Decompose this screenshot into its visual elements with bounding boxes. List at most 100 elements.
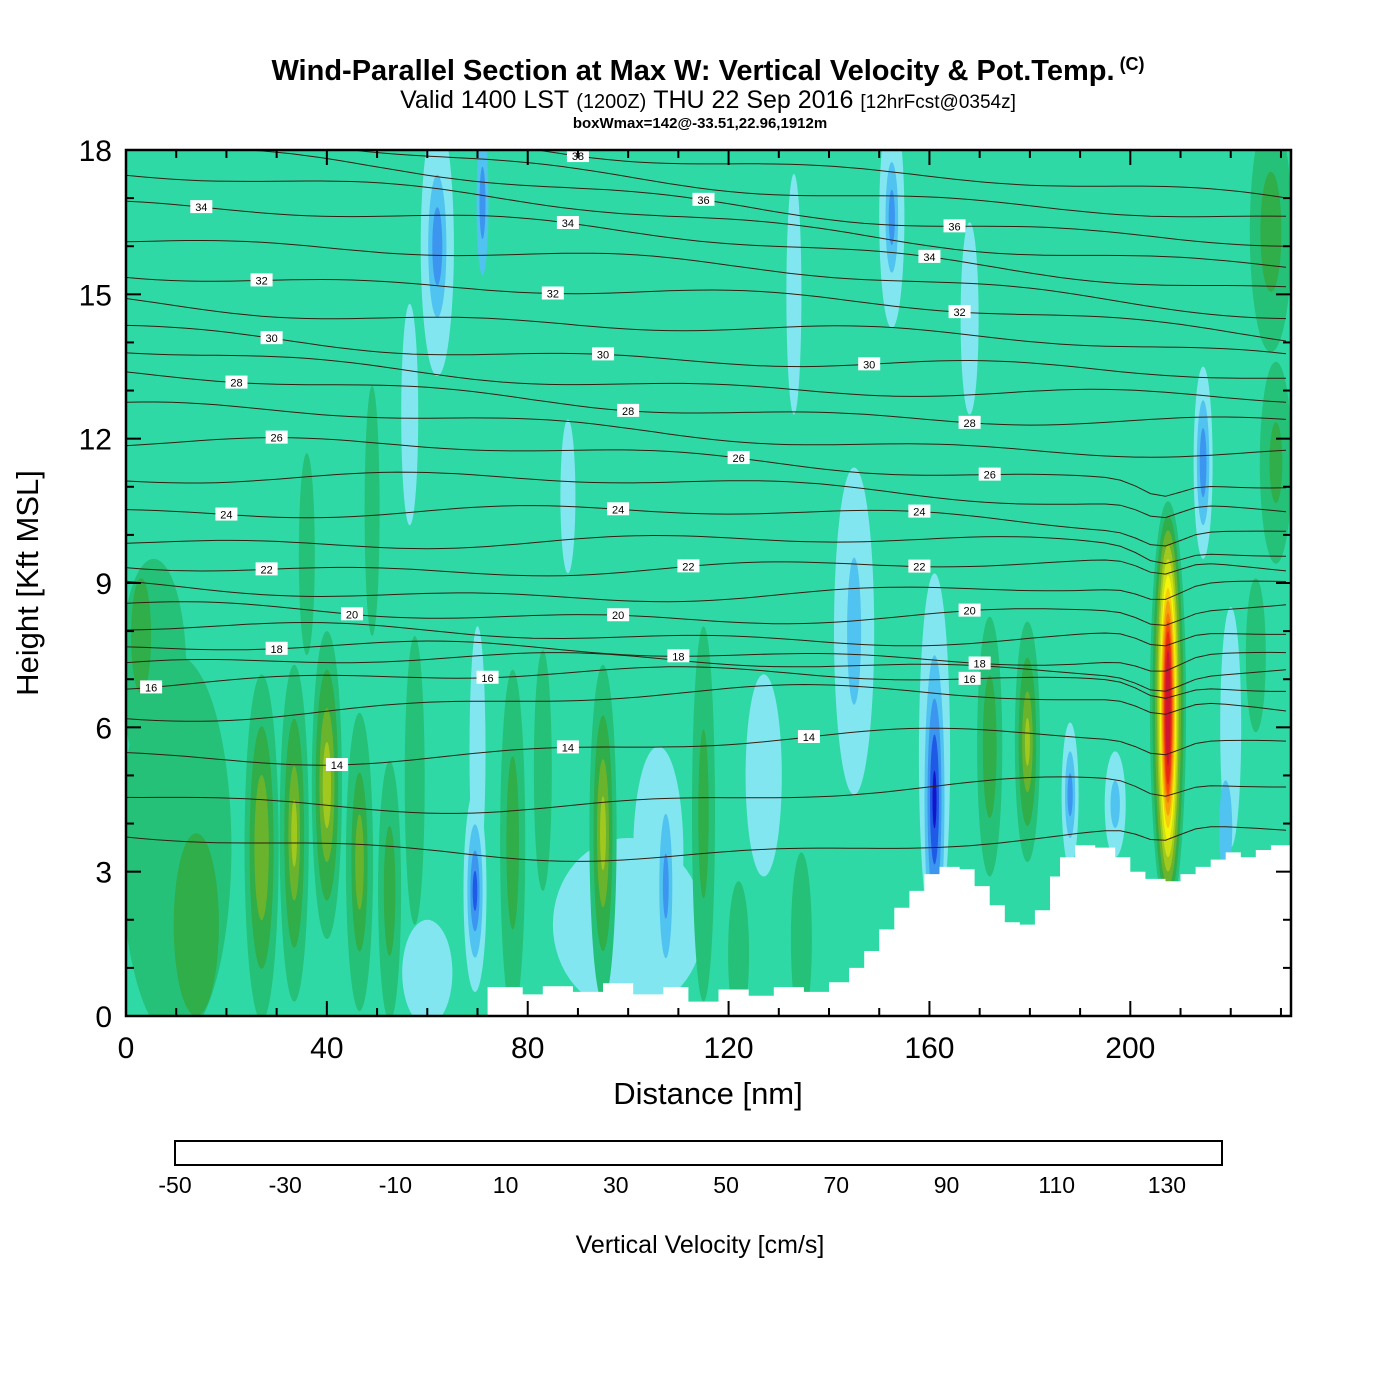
forecast-info: [12hrFcst@0354z]: [860, 92, 1016, 113]
isentrope-line: [126, 601, 1287, 626]
velocity-region: [932, 770, 937, 829]
isentrope-label: 32: [547, 289, 559, 301]
isentrope-label-bg: [968, 656, 991, 670]
x-axis-label: Distance [nm]: [613, 1076, 803, 1111]
isentrope-label: 16: [145, 682, 157, 694]
x-tick-label: 40: [310, 1032, 343, 1065]
isentrope-label: 24: [612, 504, 624, 516]
isentrope-label-bg: [607, 608, 630, 622]
isentrope-label-bg: [541, 286, 564, 300]
velocity-region: [401, 303, 419, 526]
colorbar-tick-label: 10: [493, 1172, 519, 1198]
isentrope-label-bg: [677, 559, 700, 573]
isentrope-line: [126, 580, 1287, 603]
isentrope-label-bg: [958, 415, 981, 429]
velocity-region: [322, 742, 332, 829]
isentrope-label-bg: [255, 562, 278, 576]
isentrope-label: 36: [948, 221, 960, 233]
velocity-region: [982, 675, 997, 818]
isentrope-label-bg: [607, 502, 630, 516]
y-axis-label: Height [Kft MSL]: [10, 470, 45, 696]
isentrope-label: 20: [612, 610, 624, 622]
velocity-region: [633, 746, 684, 959]
isentrope-label: 30: [863, 359, 875, 371]
velocity-region: [383, 826, 396, 956]
plot-area: 3836363434343232323030302828282626262424…: [126, 150, 1291, 1016]
velocity-region: [1269, 422, 1283, 504]
isentrope-label-bg: [958, 671, 981, 685]
isentrope-label: 22: [913, 562, 925, 574]
isentrope-label: 32: [953, 307, 965, 319]
colorbar-border: [174, 1140, 1223, 1166]
velocity-region: [600, 796, 606, 871]
velocity-region: [254, 774, 269, 921]
isentrope-line: [126, 174, 1287, 268]
isentrope-label-bg: [556, 740, 579, 754]
isentrope-label: 34: [923, 252, 935, 264]
isentrope-line: [126, 534, 1287, 565]
colorbar-tick-label: 110: [1038, 1172, 1075, 1198]
isentrope-label: 24: [913, 507, 925, 519]
velocity-region: [432, 207, 443, 286]
isentrope-label: 30: [597, 349, 609, 361]
isentrope-label-bg: [556, 216, 579, 230]
isentrope-line: [126, 652, 1287, 692]
isentrope-label-bg: [908, 559, 931, 573]
isentrope-label: 16: [481, 673, 493, 685]
isentrope-label-bg: [727, 451, 750, 465]
isentrope-label-bg: [325, 758, 348, 772]
isentrope-label: 24: [220, 510, 232, 522]
isentrope-label-bg: [265, 641, 288, 655]
x-tick-label: 200: [1105, 1032, 1155, 1065]
velocity-region: [404, 636, 425, 925]
isentrope-label: 30: [266, 333, 278, 345]
isentrope-label-bg: [340, 607, 363, 621]
isentrope-label: 14: [562, 742, 574, 754]
isentrope-label: 26: [733, 453, 745, 465]
colorbar-tick-label: 70: [824, 1172, 850, 1198]
isentrope-label-bg: [858, 357, 881, 371]
y-tick-label: 18: [79, 135, 112, 168]
isentrope-label-bg: [617, 403, 640, 417]
isentrope-label-bg: [225, 375, 248, 389]
colorbar-tick-label: 30: [603, 1172, 629, 1198]
isentrope-label-bg: [476, 670, 499, 684]
colorbar-tick-label: 90: [934, 1172, 960, 1198]
isentrope-label-bg: [260, 331, 283, 345]
x-tick-label: 80: [511, 1032, 544, 1065]
isentrope-label-bg: [943, 219, 966, 233]
isentrope-line: [126, 240, 1287, 320]
isentrope-label: 22: [260, 564, 272, 576]
title-unit: (C): [1120, 54, 1145, 74]
page-title: Wind-Parallel Section at Max W: Vertical…: [271, 54, 1144, 87]
isentrope-label: 22: [682, 561, 694, 573]
velocity-region: [1067, 773, 1073, 817]
velocity-region: [131, 578, 152, 694]
velocity-region: [1245, 578, 1266, 733]
isentrope-label: 26: [984, 470, 996, 482]
isentrope-line: [126, 371, 1287, 426]
isentrope-line: [126, 505, 1287, 547]
velocity-region: [1199, 428, 1207, 498]
valid-zulu: (1200Z): [576, 91, 646, 113]
valid-time-line: Valid 1400 LST (1200Z) THU 22 Sep 2016 [12h…: [400, 86, 1016, 114]
isentrope-label-bg: [948, 305, 971, 319]
isentrope-line: [126, 401, 1287, 458]
x-tick-label: 120: [704, 1032, 754, 1065]
isentrope-line: [534, 150, 1287, 199]
isentrope-label: 34: [562, 218, 574, 230]
velocity-region: [790, 852, 812, 1016]
isentrope-label: 18: [271, 644, 283, 656]
isentrope-line: [126, 621, 1286, 647]
velocity-region: [479, 166, 486, 239]
isentrope-label-bg: [190, 200, 213, 214]
isentrope-line: [126, 683, 1287, 722]
velocity-region: [291, 799, 298, 867]
colorbar: -50 -30 -10 10 30 50 70 90 110 130: [158, 1140, 1223, 1198]
isentrope-label: 36: [697, 195, 709, 207]
isentrope-label: 14: [331, 760, 343, 772]
isentrope-label-bg: [692, 192, 715, 206]
isentrope-line: [126, 276, 1287, 342]
velocity-region: [847, 557, 862, 705]
